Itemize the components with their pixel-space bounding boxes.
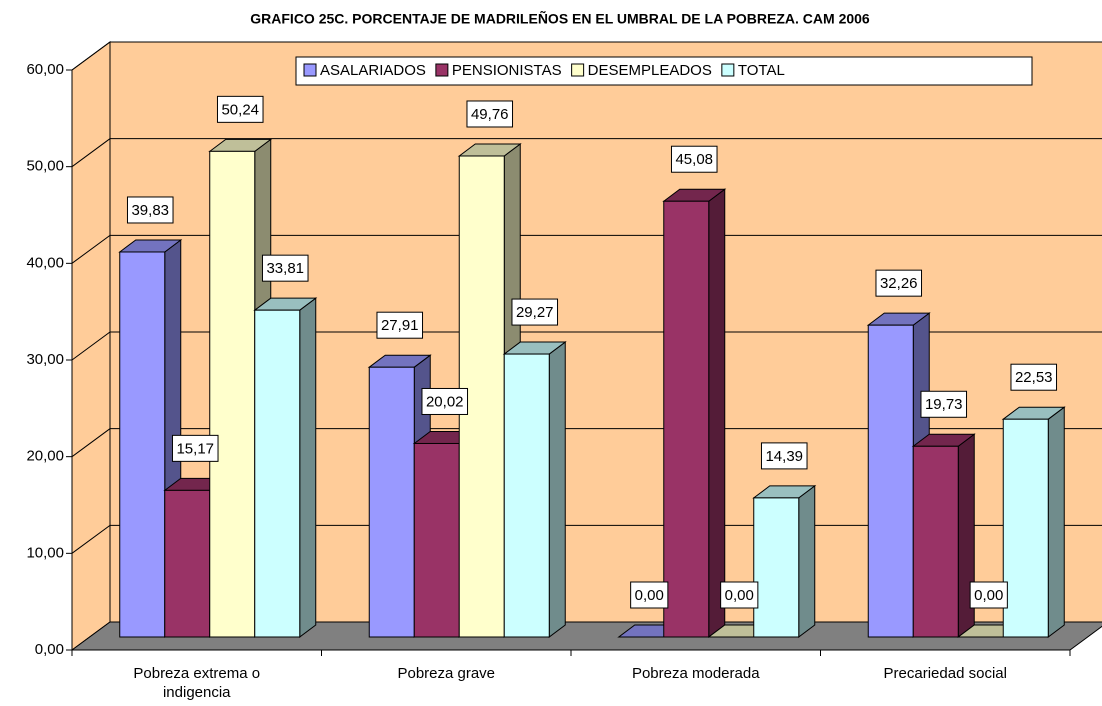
legend-label: ASALARIADOS (320, 62, 426, 79)
chart-title: GRAFICO 25C. PORCENTAJE DE MADRILEÑOS EN… (250, 10, 870, 27)
x-tick-label: Pobreza extrema o indigencia (133, 665, 261, 701)
legend-swatch (435, 63, 449, 77)
grid-line (71, 41, 1102, 71)
bar-side (798, 484, 816, 638)
value-label-box (720, 581, 759, 609)
value-label-box (466, 100, 514, 128)
legend-label: PENSIONISTAS (452, 62, 562, 79)
bar (753, 497, 800, 638)
x-tick-label: Pobreza moderada (631, 665, 760, 682)
x-tick-label: Precariedad social (883, 665, 1007, 682)
value-label-box (630, 581, 669, 609)
bar-side (299, 297, 317, 638)
value-label: 22,53 (1015, 369, 1053, 386)
bar (867, 324, 914, 638)
value-label: 29,27 (516, 304, 554, 321)
legend-swatch (303, 63, 317, 77)
bar-side (1047, 406, 1065, 638)
value-label-box (920, 390, 968, 418)
value-label-box (511, 298, 559, 326)
y-tick-label: 0,00 (35, 641, 64, 658)
grid-line (71, 331, 1102, 361)
grid-line (71, 428, 1102, 458)
value-label-box (216, 95, 264, 123)
y-tick-label: 60,00 (26, 61, 64, 78)
value-label-box (171, 434, 219, 462)
grid-line (71, 234, 1102, 264)
value-label-box (126, 196, 174, 224)
value-label-box (261, 254, 309, 282)
bar (663, 200, 710, 638)
value-label: 39,83 (131, 202, 169, 219)
grid-line (71, 138, 1102, 168)
value-label: 15,17 (176, 440, 214, 457)
y-tick-label: 40,00 (26, 254, 64, 271)
value-label: 32,26 (880, 275, 918, 292)
bar (164, 489, 211, 638)
x-tick-label: Pobreza grave (397, 665, 496, 682)
bar (413, 442, 460, 638)
value-label-box (875, 269, 923, 297)
y-tick-label: 10,00 (26, 544, 64, 561)
bar (1002, 418, 1049, 638)
value-label-box (969, 581, 1008, 609)
legend-box (295, 56, 1033, 86)
value-label: 0,00 (635, 587, 664, 604)
value-label: 0,00 (974, 587, 1003, 604)
bar (503, 353, 550, 638)
legend-swatch (721, 63, 735, 77)
value-label: 49,76 (471, 106, 509, 123)
value-label: 19,73 (925, 396, 963, 413)
bar (209, 150, 256, 638)
value-label: 14,39 (765, 448, 803, 465)
value-label-box (760, 442, 808, 470)
value-label-box (1010, 363, 1058, 391)
value-label: 27,91 (381, 317, 419, 334)
y-tick-label: 50,00 (26, 158, 64, 175)
bar (119, 251, 166, 638)
value-label-box (376, 311, 424, 339)
y-tick-label: 20,00 (26, 448, 64, 465)
bar-side (708, 188, 726, 638)
bar (368, 366, 415, 638)
value-label: 20,02 (426, 393, 464, 410)
value-label: 50,24 (221, 101, 259, 118)
bar (254, 309, 301, 638)
bar-side (548, 341, 566, 638)
y-tick-label: 30,00 (26, 351, 64, 368)
legend-swatch (571, 63, 585, 77)
value-label: 33,81 (266, 260, 304, 277)
value-label: 0,00 (725, 587, 754, 604)
bar (912, 445, 959, 638)
legend-label: TOTAL (738, 62, 785, 79)
legend-label: DESEMPLEADOS (588, 62, 712, 79)
value-label-box (670, 145, 718, 173)
value-label-box (421, 387, 469, 415)
value-label: 45,08 (675, 151, 713, 168)
